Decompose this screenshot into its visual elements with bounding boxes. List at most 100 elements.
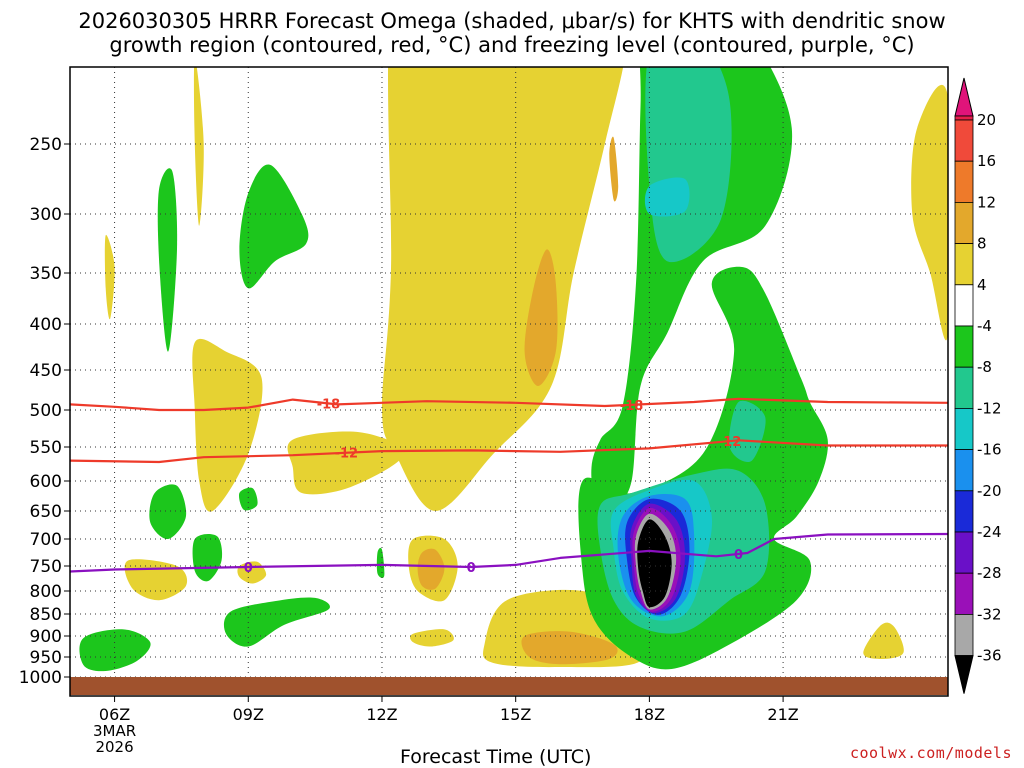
colorbar-label-0: 20 xyxy=(977,111,996,129)
colorbar-seg-4 xyxy=(954,243,974,286)
omega-region-36 xyxy=(637,519,672,608)
colorbar-label-7: -12 xyxy=(977,399,1002,417)
chart-title-line1: 2026030305 HRRR Forecast Omega (shaded, … xyxy=(78,9,946,33)
colorbar-seg-3 xyxy=(954,201,974,244)
omega-region-12 xyxy=(524,249,558,386)
y-tick-label-750: 750 xyxy=(30,557,62,577)
colorbar-label-3: 8 xyxy=(977,235,987,253)
colorbar-label-10: -24 xyxy=(977,523,1002,541)
colorbar-label-1: 16 xyxy=(977,152,996,170)
omega-region-28 xyxy=(729,400,766,463)
omega-region-18 xyxy=(149,484,187,540)
dgz-label-0-0: -18 xyxy=(317,397,341,412)
y-tick-label-650: 650 xyxy=(30,502,62,522)
x-tick-label-06Z: 06Z xyxy=(99,705,130,724)
omega-region-1 xyxy=(193,67,204,226)
omega-region-9 xyxy=(863,622,904,659)
y-tick-label-500: 500 xyxy=(30,401,62,421)
freezing-label-0-0: 0 xyxy=(244,561,253,576)
y-tick-label-400: 400 xyxy=(30,315,62,335)
omega-region-13 xyxy=(417,548,445,590)
dgz-label-1-0: -12 xyxy=(335,447,359,462)
ground-surface xyxy=(70,677,948,695)
colorbar-label-11: -28 xyxy=(977,564,1002,582)
colorbar-seg-1 xyxy=(954,119,974,162)
y-axis: 2503003504004505005506006507007508008509… xyxy=(19,135,70,688)
plot-border xyxy=(69,66,949,697)
dgz-contour-0 xyxy=(70,397,948,412)
ground-layer xyxy=(70,677,948,695)
y-tick-label-700: 700 xyxy=(30,530,62,550)
colorbar-label-6: -8 xyxy=(977,358,992,376)
x-tick-label-09Z: 09Z xyxy=(233,705,264,724)
dgz-contour-1 xyxy=(70,439,948,464)
contour-labels: -18 -18 -12 -12 0 0 0 xyxy=(244,397,743,576)
omega-region-23 xyxy=(79,629,151,672)
colorbar-seg-8 xyxy=(954,407,974,450)
x-tick-label-12Z: 12Z xyxy=(366,705,397,724)
colorbar-top-arrow xyxy=(954,77,974,117)
x-tick-label-18Z: 18Z xyxy=(634,705,665,724)
dgz-label-1-1: -12 xyxy=(718,435,742,450)
colorbar: 20 16 12 8 4 -4 -8 -12 -16 -20 -24 -28 -32 -36 xyxy=(954,77,1002,694)
colorbar-seg-6 xyxy=(954,325,974,368)
colorbar-label-12: -32 xyxy=(977,605,1002,623)
colorbar-seg-2 xyxy=(954,160,974,203)
plot-frame xyxy=(69,66,949,697)
colorbar-seg-0 xyxy=(954,115,974,121)
y-tick-label-350: 350 xyxy=(30,264,62,284)
colorbar-label-4: 4 xyxy=(977,276,987,294)
y-tick-label-300: 300 xyxy=(30,205,62,225)
colorbar-bottom-arrow xyxy=(954,655,974,694)
omega-region-21 xyxy=(376,547,385,579)
colorbar-seg-10 xyxy=(954,490,974,533)
freezing-label-0-1: 0 xyxy=(467,561,476,576)
date-label-1: 2026 xyxy=(95,738,133,756)
colorbar-seg-12 xyxy=(954,572,974,615)
colorbar-label-9: -20 xyxy=(977,482,1002,500)
omega-region-17 xyxy=(239,164,309,289)
colorbar-seg-7 xyxy=(954,366,974,409)
chart-title-line2: growth region (contoured, red, °C) and f… xyxy=(109,33,915,57)
omega-shading xyxy=(79,67,948,672)
dgz-label-0-1: -18 xyxy=(620,399,644,414)
colorbar-seg-13 xyxy=(954,614,974,657)
omega-region-0 xyxy=(104,234,115,320)
omega-region-14 xyxy=(521,631,618,665)
omega-region-22 xyxy=(223,597,330,647)
colorbar-label-2: 12 xyxy=(977,193,996,211)
freezing-label-0-2: 0 xyxy=(734,548,743,563)
date-label-0: 3MAR xyxy=(93,722,136,740)
x-tick-label-21Z: 21Z xyxy=(767,705,798,724)
omega-region-3 xyxy=(381,67,624,511)
y-tick-label-600: 600 xyxy=(30,472,62,492)
colorbar-seg-5 xyxy=(954,284,974,327)
y-tick-label-250: 250 xyxy=(30,135,62,155)
omega-region-20 xyxy=(192,533,223,582)
y-tick-label-450: 450 xyxy=(30,361,62,381)
omega-region-2 xyxy=(192,338,263,512)
omega-region-19 xyxy=(238,487,258,511)
colorbar-label-5: -4 xyxy=(977,317,992,335)
omega-region-10 xyxy=(911,84,948,341)
colorbar-seg-11 xyxy=(954,531,974,574)
credit-text[interactable]: coolwx.com/models xyxy=(849,744,1012,762)
y-tick-label-950: 950 xyxy=(30,648,62,668)
y-tick-label-550: 550 xyxy=(30,438,62,458)
freezing-contour-0 xyxy=(70,532,948,573)
omega-region-8 xyxy=(410,629,454,647)
y-tick-label-1000: 1000 xyxy=(19,668,62,688)
x-tick-label-15Z: 15Z xyxy=(500,705,531,724)
omega-region-24 xyxy=(591,67,793,507)
contour-lines xyxy=(70,397,948,573)
y-tick-label-900: 900 xyxy=(30,627,62,647)
x-axis-label: Forecast Time (UTC) xyxy=(400,746,592,768)
y-tick-label-800: 800 xyxy=(30,582,62,602)
colorbar-label-8: -16 xyxy=(977,441,1002,459)
omega-region-16 xyxy=(157,168,178,352)
colorbar-label-13: -36 xyxy=(977,647,1002,665)
omega-region-15 xyxy=(609,136,619,202)
y-tick-label-850: 850 xyxy=(30,605,62,625)
